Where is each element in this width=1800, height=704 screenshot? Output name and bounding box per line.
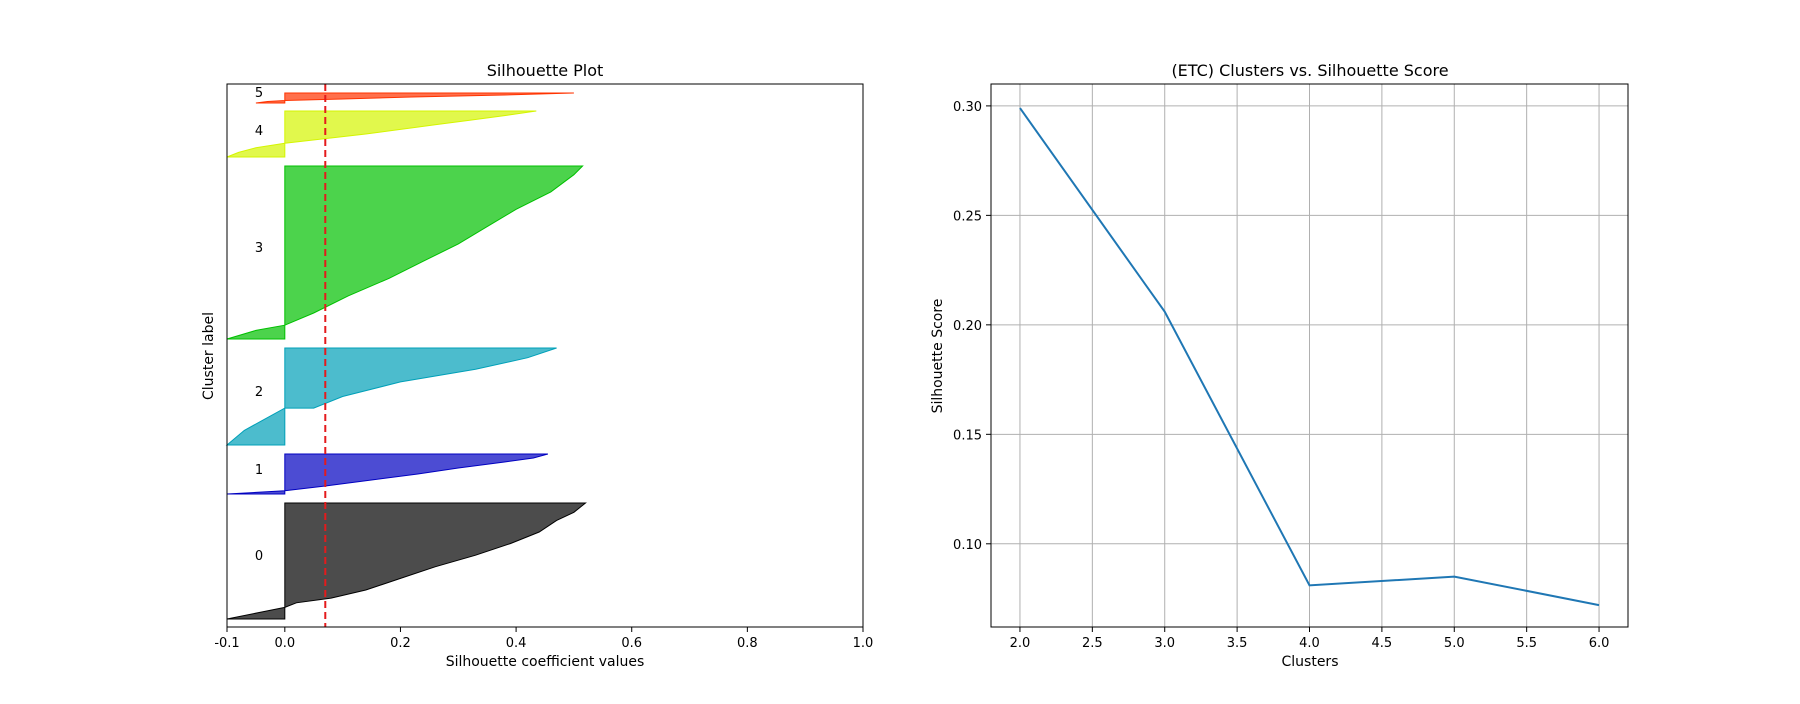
silhouette-cluster-3 <box>227 166 583 339</box>
left-x-tick-label: 0.4 <box>506 636 527 651</box>
cluster-label-3: 3 <box>255 241 263 256</box>
cluster-label-4: 4 <box>255 124 263 139</box>
right-y-tick-label: 0.10 <box>953 538 982 553</box>
silhouette-cluster-2 <box>227 348 557 445</box>
silhouette-cluster-1 <box>227 454 548 494</box>
right-y-tick-label: 0.25 <box>953 209 982 224</box>
silhouette-cluster-4 <box>227 111 536 157</box>
right-y-tick-label: 0.15 <box>953 428 982 443</box>
silhouette-cluster-5 <box>256 93 574 103</box>
right-chart-title: (ETC) Clusters vs. Silhouette Score <box>1171 61 1448 80</box>
right-x-tick-label: 6.0 <box>1589 636 1610 651</box>
right-grid <box>991 84 1628 627</box>
left-chart-title: Silhouette Plot <box>487 61 604 80</box>
right-x-tick-label: 2.5 <box>1082 636 1103 651</box>
left-x-ticks: -0.1 0.0 0.2 0.4 0.6 0.8 1.0 <box>214 627 873 651</box>
right-y-ticks: 0.10 0.15 0.20 0.25 0.30 <box>953 100 991 553</box>
right-x-tick-label: 3.0 <box>1154 636 1175 651</box>
right-x-tick-label: 3.5 <box>1227 636 1248 651</box>
left-x-tick-label: 0.8 <box>737 636 758 651</box>
left-x-tick-label: 0.6 <box>621 636 642 651</box>
right-x-tick-label: 2.0 <box>1010 636 1031 651</box>
right-x-tick-label: 5.0 <box>1444 636 1465 651</box>
right-y-tick-label: 0.30 <box>953 100 982 115</box>
right-y-tick-label: 0.20 <box>953 319 982 334</box>
silhouette-cluster-0 <box>227 503 586 619</box>
right-y-axis-label: Silhouette Score <box>930 299 946 414</box>
right-x-axis-label: Clusters <box>1282 654 1339 670</box>
silhouette-clusters: 0 1 2 3 4 5 <box>227 86 586 619</box>
left-x-tick-label: 0.0 <box>274 636 295 651</box>
left-x-tick-label: -0.1 <box>214 636 239 651</box>
cluster-label-1: 1 <box>255 463 263 478</box>
left-y-axis-label: Cluster label <box>201 312 217 400</box>
right-x-tick-label: 4.0 <box>1299 636 1320 651</box>
right-x-tick-label: 4.5 <box>1372 636 1393 651</box>
left-x-tick-label: 1.0 <box>853 636 874 651</box>
cluster-label-5: 5 <box>255 86 263 101</box>
cluster-label-0: 0 <box>255 549 263 564</box>
cluster-label-2: 2 <box>255 385 263 400</box>
left-x-axis-label: Silhouette coefficient values <box>446 654 645 670</box>
silhouette-plot-chart: Silhouette Plot 0 1 2 3 4 5 -0.1 0.0 0.2 0.4 0.6 0… <box>201 61 873 670</box>
left-x-tick-label: 0.2 <box>390 636 411 651</box>
right-x-ticks: 2.0 2.5 3.0 3.5 4.0 4.5 5.0 5.5 6.0 <box>1010 627 1610 651</box>
right-x-tick-label: 5.5 <box>1516 636 1537 651</box>
